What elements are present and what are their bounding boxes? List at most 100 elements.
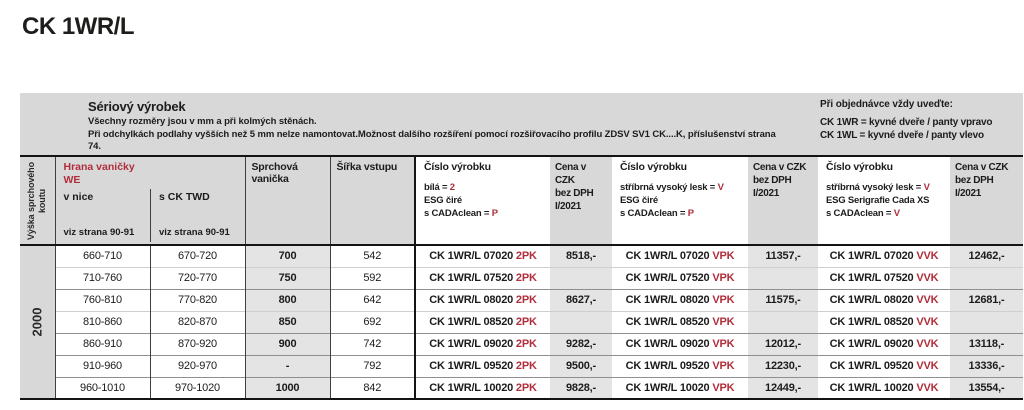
cell-entry-width: 842 (329, 376, 415, 399)
table-row: 910-960 920-970-792 CK 1WR/L 09520 2PK 9500… (20, 354, 1023, 377)
cell-price (550, 310, 612, 333)
product-note: Sériový výrobek Všechny rozměry jsou v m… (88, 99, 788, 154)
product-specs: stříbrná vysoký lesk = V ESG Serigrafie … (826, 182, 930, 219)
niche-subheader: v nice viz strana 90-91 (56, 189, 151, 242)
order-note-line: CK 1WR = kyvné dveře / panty vpravo (820, 117, 993, 128)
cell-entry-width: 742 (329, 332, 415, 355)
cell-entry-width: 792 (329, 354, 415, 377)
cell-tray-width: 850 (244, 310, 330, 333)
cell-product-code: CK 1WR/L 07020 VVK (818, 244, 950, 267)
tray-edge-title: Hrana vaničky WE (63, 161, 135, 186)
entry-width-header: Šířka vstupu (329, 156, 415, 246)
table-header-row: Výška sprchového koutu Hrana vaničky WE … (20, 156, 1023, 246)
cell-niche-range: 960-1010 (54, 376, 150, 399)
product-note-line: Při odchylkách podlahy vyšších než 5 mm … (88, 128, 776, 153)
cell-tray-width: 800 (244, 288, 330, 311)
cell-price: 12230,- (748, 354, 818, 377)
order-note-line: CK 1WL = kyvné dveře / panty vlevo (820, 130, 984, 141)
height-value-cell: 2000 (20, 245, 55, 399)
cell-price (550, 266, 612, 289)
cell-tray-width: 700 (244, 244, 330, 267)
order-note: Při objednávce vždy uveďte: CK 1WR = kyv… (820, 99, 1020, 142)
cell-product-code: CK 1WR/L 08520 2PK (414, 310, 550, 333)
cell-price: 12681,- (950, 288, 1023, 311)
cell-price: 9500,- (550, 354, 612, 377)
table-body: 2000 660-710 670-720 700 542 CK 1WR/L 07020 2… (20, 244, 1023, 399)
info-panel: Sériový výrobek Všechny rozměry jsou v m… (20, 93, 1023, 155)
cell-product-code: CK 1WR/L 09020 VPK (612, 332, 748, 355)
table-row: 810-860 820-870 850 692 CK 1WR/L 08520 2PK CK… (20, 310, 1023, 333)
cell-product-code: CK 1WR/L 10020 VVK (818, 376, 950, 399)
cell-tray-width: - (244, 354, 330, 377)
cell-price: 12449,- (748, 376, 818, 399)
cell-price: 13118,- (950, 332, 1023, 355)
cell-price: 11357,- (748, 244, 818, 267)
height-column-header: Výška sprchového koutu (20, 156, 55, 246)
cell-price (748, 310, 818, 333)
cell-entry-width: 642 (329, 288, 415, 311)
cell-price: 8627,- (550, 288, 612, 311)
cell-niche-range: 810-860 (54, 310, 150, 333)
cell-entry-width: 592 (329, 266, 415, 289)
price-column-header: Cena v CZK bez DPH I/2021 (550, 156, 612, 246)
order-note-title: Při objednávce vždy uveďte: (820, 99, 953, 110)
cell-tray-width: 900 (244, 332, 330, 355)
cell-price (748, 266, 818, 289)
table-row: 2000 660-710 670-720 700 542 CK 1WR/L 07020 2… (20, 244, 1023, 399)
see-page-note: viz strana 90-91 (159, 227, 230, 238)
product-note-title: Sériový výrobek (88, 99, 186, 114)
cell-niche-range: 910-960 (54, 354, 150, 377)
cell-niche-range: 860-910 (54, 332, 150, 355)
cell-price: 12462,- (950, 244, 1023, 267)
page-title: CK 1WR/L (22, 13, 135, 40)
cell-price: 13554,- (950, 376, 1023, 399)
cell-twd-range: 820-870 (149, 310, 245, 333)
cell-niche-range: 710-760 (54, 266, 150, 289)
cell-product-code: CK 1WR/L 07520 VPK (612, 266, 748, 289)
table-row: 960-1010 970-1020 1000 842 CK 1WR/L 10020 2P… (20, 376, 1023, 399)
cell-niche-range: 660-710 (54, 244, 150, 267)
price-column-header: Cena v CZK bez DPH I/2021 (950, 156, 1023, 246)
table-row: 760-810 770-820 800 642 CK 1WR/L 08020 2PK 86… (20, 288, 1023, 311)
product-specs: bílá = 2 ESG čiré s CADAclean = P (424, 182, 498, 219)
cell-price (950, 266, 1023, 289)
price-column-header: Cena v CZK bez DPH I/2021 (748, 156, 818, 246)
product-column-header-vpk: Číslo výrobku stříbrná vysoký lesk = V E… (612, 156, 748, 246)
cell-twd-range: 970-1020 (149, 376, 245, 399)
cell-product-code: CK 1WR/L 09020 VVK (818, 332, 950, 355)
cell-product-code: CK 1WR/L 09520 VPK (612, 354, 748, 377)
price-table: Výška sprchového koutu Hrana vaničky WE … (20, 155, 1023, 400)
product-column-header-2pk: Číslo výrobku bílá = 2 ESG čiré s CADAcl… (414, 156, 550, 246)
cell-product-code: CK 1WR/L 09520 VVK (818, 354, 950, 377)
cell-twd-range: 920-970 (149, 354, 245, 377)
price-table-wrap: Výška sprchového koutu Hrana vaničky WE … (20, 155, 1023, 400)
cell-price: 13336,- (950, 354, 1023, 377)
cell-product-code: CK 1WR/L 09520 2PK (414, 354, 550, 377)
cell-twd-range: 720-770 (149, 266, 245, 289)
table-row: 710-760 720-770 750 592 CK 1WR/L 07520 2PK CK… (20, 266, 1023, 289)
cell-tray-width: 750 (244, 266, 330, 289)
shower-tray-header: Sprchová vanička (244, 156, 330, 246)
cell-product-code: CK 1WR/L 10020 2PK (414, 376, 550, 399)
cell-twd-range: 770-820 (149, 288, 245, 311)
cell-price (950, 310, 1023, 333)
cell-price: 9828,- (550, 376, 612, 399)
cell-product-code: CK 1WR/L 08020 VPK (612, 288, 748, 311)
cell-product-code: CK 1WR/L 08520 VPK (612, 310, 748, 333)
cell-product-code: CK 1WR/L 08020 2PK (414, 288, 550, 311)
cell-product-code: CK 1WR/L 08020 VVK (818, 288, 950, 311)
cell-entry-width: 542 (329, 244, 415, 267)
cell-product-code: CK 1WR/L 07020 VPK (612, 244, 748, 267)
cell-product-code: CK 1WR/L 07020 2PK (414, 244, 550, 267)
cell-price: 9282,- (550, 332, 612, 355)
height-column-label: Výška sprchového koutu (26, 161, 48, 240)
cell-product-code: CK 1WR/L 07520 2PK (414, 266, 550, 289)
cell-entry-width: 692 (329, 310, 415, 333)
cell-product-code: CK 1WR/L 08520 VVK (818, 310, 950, 333)
cell-tray-width: 1000 (244, 376, 330, 399)
cell-price: 12012,- (748, 332, 818, 355)
product-column-header-vvk: Číslo výrobku stříbrná vysoký lesk = V E… (818, 156, 950, 246)
cell-product-code: CK 1WR/L 07520 VVK (818, 266, 950, 289)
cell-niche-range: 760-810 (54, 288, 150, 311)
